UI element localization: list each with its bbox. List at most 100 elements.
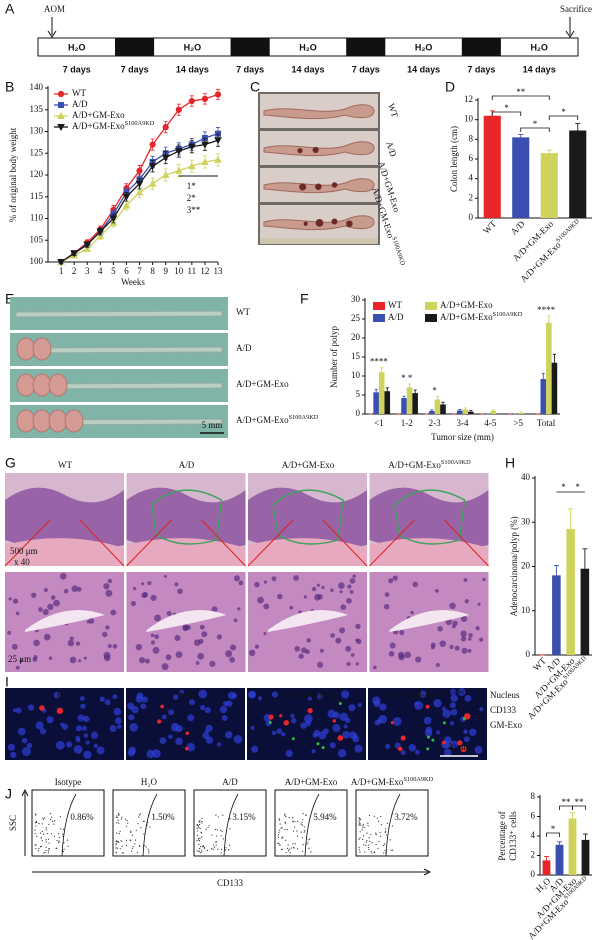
nucleus-stain (352, 735, 360, 743)
marker (188, 97, 195, 105)
event-dot (35, 822, 38, 824)
event-dot (41, 823, 43, 825)
x-tick-label: 2-3 (429, 418, 441, 428)
nucleus-stain (258, 696, 263, 701)
nucleus (339, 627, 346, 634)
nucleus-stain (35, 721, 44, 730)
event-dot (48, 842, 50, 844)
event-dot (301, 824, 304, 826)
nucleus-stain (135, 695, 144, 703)
y-tick-label: 130 (30, 126, 44, 136)
nucleus (175, 651, 183, 659)
polyp (48, 373, 68, 397)
nucleus (195, 661, 200, 665)
bar (552, 575, 561, 655)
nucleus-stain (419, 690, 427, 698)
nucleus (43, 587, 48, 593)
cd133-stain (332, 719, 336, 723)
nucleus (8, 597, 12, 601)
nucleus-stain (83, 750, 92, 759)
error-bar (385, 387, 389, 392)
plot-label: A/D (222, 777, 238, 787)
event-dot (199, 819, 201, 822)
nucleus-stain (60, 722, 65, 727)
cd133-stain (460, 745, 467, 753)
error-bar (374, 388, 378, 393)
x-axis-label: CD133 (217, 878, 244, 888)
event-dot (303, 831, 305, 833)
label-text: A/D+GM-Exo (282, 460, 335, 470)
nucleus-stain (187, 714, 195, 722)
x-tick-label: 3-4 (457, 418, 469, 428)
event-dot (392, 849, 394, 851)
event-dot (367, 825, 369, 827)
nucleus-stain (400, 750, 406, 756)
exo-stain (431, 738, 435, 742)
segment-label: DSS (125, 42, 144, 52)
nucleus-stain (285, 749, 293, 758)
event-dot (384, 849, 386, 851)
nucleus-stain (99, 696, 105, 702)
y-tick-label: 20 (351, 332, 361, 342)
event-dot (216, 835, 218, 837)
event-dot (279, 844, 281, 846)
event-dot (285, 851, 287, 854)
x-tick-label: 4-5 (484, 418, 496, 428)
nucleus (464, 599, 469, 604)
cd133-stain (56, 707, 64, 715)
nucleus (349, 577, 356, 584)
y-tick-label: 30 (521, 516, 531, 526)
event-dot (292, 843, 294, 845)
event-dot (117, 812, 120, 814)
nucleus (430, 645, 435, 650)
y-tick-label: 20 (521, 561, 531, 571)
error-bar (491, 409, 495, 411)
nucleus (59, 572, 67, 580)
nucleus (105, 625, 110, 630)
nucleus (263, 632, 267, 636)
nucleus-stain (251, 745, 259, 753)
marker (162, 124, 169, 131)
event-dot (43, 852, 45, 854)
event-dot (118, 833, 120, 835)
annotation: * (533, 119, 538, 129)
colon-tissue (15, 346, 223, 354)
panel-letter: J (5, 786, 12, 802)
polyp (48, 409, 68, 433)
event-dot (34, 844, 36, 846)
event-dot (288, 817, 290, 819)
label-superscript: S100A9KD (125, 120, 155, 127)
event-dot (307, 842, 309, 844)
nucleus-stain (303, 714, 313, 724)
nucleus-stain (423, 716, 432, 725)
marker (188, 143, 196, 151)
lumen (25, 610, 105, 632)
annotation: * (432, 386, 437, 396)
scale-label: 500 μm (10, 546, 38, 556)
nucleus-stain (75, 735, 81, 741)
nucleus-stain (329, 742, 336, 749)
nucleus-stain (373, 700, 381, 708)
event-dot (363, 844, 365, 846)
marker (57, 111, 65, 119)
y-axis-label: Number of polyp (329, 326, 339, 388)
event-dot (366, 840, 368, 842)
nucleus-stain (281, 732, 286, 737)
legend-swatch (425, 314, 437, 322)
y-tick-label: 8 (531, 791, 536, 801)
nucleus (152, 646, 160, 654)
event-dot (207, 826, 209, 829)
nucleus (434, 588, 439, 593)
lumen (146, 610, 227, 632)
panel-letter: E (5, 291, 14, 307)
event-dot (58, 836, 61, 838)
event-dot (281, 827, 283, 829)
event-dot (228, 849, 230, 851)
x-tick-label: <1 (374, 418, 384, 428)
event-dot (211, 834, 213, 836)
x-tick-label: 9 (163, 266, 168, 276)
legend-label: WT (388, 300, 402, 310)
legend-label: A/D+GM-ExoS100A9KD (440, 311, 523, 322)
event-dot (126, 819, 128, 822)
event-dot (48, 823, 50, 825)
